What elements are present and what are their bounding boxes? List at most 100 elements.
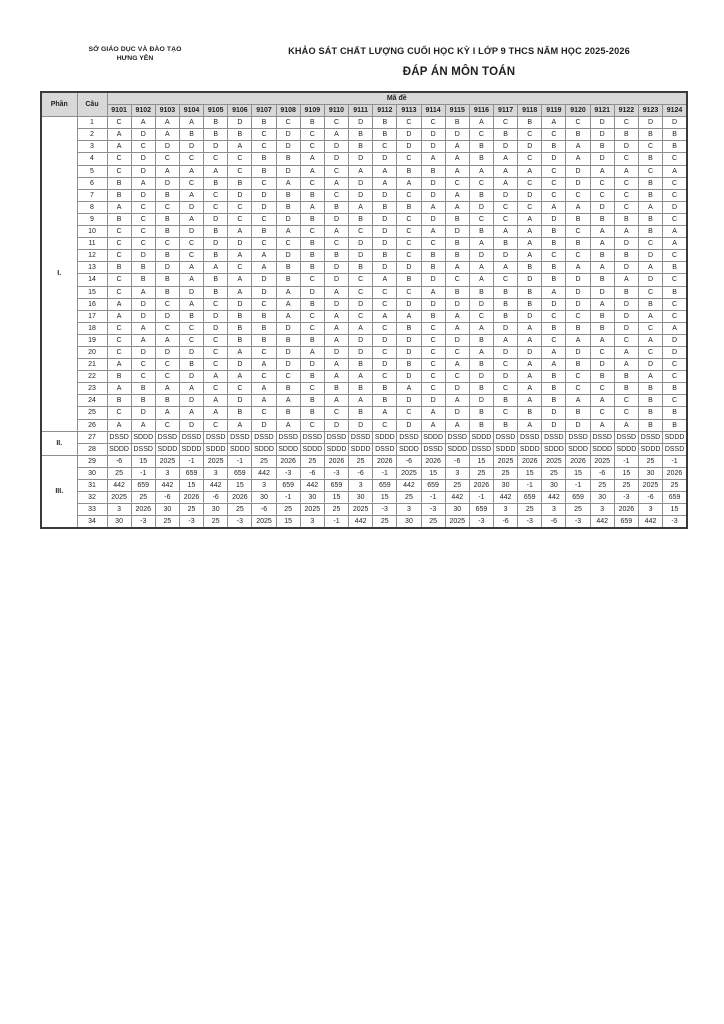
answer-cell: B [468, 225, 495, 239]
answer-cell: D [492, 345, 519, 360]
answer-cell: D [541, 418, 567, 432]
answer-cell: D [613, 261, 639, 275]
answer-cell: DSSD [178, 430, 205, 444]
answer-cell: D [299, 358, 325, 372]
answer-cell: A [517, 370, 543, 384]
answer-cell: C [565, 370, 591, 384]
answer-cell: 2025 [348, 503, 374, 517]
answer-cell: A [444, 140, 470, 154]
answer-cell: A [130, 285, 156, 299]
answer-cell: A [251, 261, 277, 275]
answer-cell: C [348, 285, 374, 299]
answer-cell: D [154, 345, 180, 360]
answer-cell: B [613, 285, 639, 299]
answer-cell: D [323, 345, 350, 360]
answer-cell: C [178, 237, 205, 251]
answer-cell: A [227, 225, 253, 239]
answer-cell: C [662, 188, 688, 202]
answer-cell: D [613, 321, 639, 335]
answer-cell: 3 [299, 515, 325, 529]
answer-cell: D [637, 116, 664, 130]
table-row: 22 B C C D A A C C B A A C D C C D D A B C B B A C [41, 370, 688, 384]
question-number: 32 [76, 491, 108, 505]
answer-cell: B [396, 358, 422, 372]
answer-cell: A [299, 152, 325, 166]
answer-cell: D [396, 418, 422, 432]
answer-cell: A [372, 176, 398, 190]
answer-cell: -1 [565, 478, 591, 493]
answer-cell: D [396, 297, 422, 311]
answer-cell: C [613, 152, 639, 166]
answer-cell: D [541, 212, 567, 227]
answer-cell: A [323, 321, 350, 335]
answer-cell: B [589, 273, 615, 287]
column-header-phan: Phần [40, 91, 78, 118]
answer-cell: D [492, 140, 519, 154]
answer-cell: A [251, 382, 277, 396]
answer-cell: C [396, 406, 422, 420]
question-number: 8 [76, 200, 108, 214]
answer-cell: A [203, 164, 229, 178]
answer-cell: B [251, 116, 277, 130]
answer-cell: A [517, 382, 543, 396]
answer-cell: A [589, 333, 615, 347]
answer-cell: D [517, 309, 543, 323]
org-name: SỞ GIÁO DỤC VÀ ĐÀO TẠO [88, 46, 182, 53]
question-number: 33 [76, 503, 108, 517]
answer-cell: -6 [348, 466, 374, 481]
answer-cell: A [203, 394, 229, 408]
answer-cell: B [275, 200, 301, 214]
answer-cell: -6 [396, 454, 422, 468]
document-header: SỞ GIÁO DỤC VÀ ĐÀO TẠO HƯNG YÊN KHẢO SÁT… [40, 46, 688, 78]
answer-cell: A [396, 382, 422, 396]
answer-cell: B [396, 273, 422, 287]
answer-cell: C [420, 116, 446, 130]
answer-cell: D [178, 370, 205, 384]
answer-cell: C [299, 309, 325, 323]
answer-cell: SDDD [348, 442, 374, 456]
question-number: 27 [76, 430, 108, 444]
answer-cell: C [589, 188, 615, 202]
answer-cell: C [372, 297, 398, 311]
answer-cell: D [420, 212, 446, 227]
answer-cell: -1 [372, 466, 398, 481]
answer-cell: D [565, 273, 591, 287]
part-label: III. [40, 454, 78, 529]
exam-code-header: 9119 [541, 104, 567, 118]
answer-cell: -3 [420, 503, 446, 517]
answer-cell: C [517, 176, 543, 190]
answer-cell: B [203, 176, 229, 190]
answer-cell: D [420, 273, 446, 287]
header-row-top: Phần Câu Mã đề [40, 91, 688, 118]
answer-cell: B [106, 176, 132, 190]
answer-cell: D [637, 273, 664, 287]
answer-cell: A [589, 237, 615, 251]
answer-cell: B [662, 406, 688, 420]
answer-cell: A [178, 164, 205, 178]
answer-cell: DSSD [227, 430, 253, 444]
answer-cell: C [227, 261, 253, 275]
answer-cell: DSSD [565, 430, 591, 444]
answer-cell: A [275, 418, 301, 432]
answer-cell: C [517, 128, 543, 142]
answer-cell: -3 [130, 515, 156, 529]
answer-cell: -1 [468, 491, 495, 505]
answer-cell: D [589, 152, 615, 166]
answer-cell: B [492, 394, 519, 408]
answer-cell: C [541, 164, 567, 178]
answer-cell: DSSD [589, 430, 615, 444]
answer-cell: D [203, 140, 229, 154]
answer-cell: B [637, 382, 664, 396]
answer-cell: D [396, 128, 422, 142]
answer-cell: B [492, 128, 519, 142]
answer-cell: D [372, 333, 398, 347]
answer-cell: A [541, 116, 567, 130]
answer-cell: B [444, 116, 470, 130]
answer-cell: A [492, 261, 519, 275]
question-number: 30 [76, 466, 108, 481]
exam-code-header: 9105 [203, 104, 229, 118]
exam-code-header: 9112 [372, 104, 398, 118]
answer-cell: D [178, 200, 205, 214]
answer-cell: B [299, 212, 325, 227]
answer-cell: 25 [541, 466, 567, 481]
